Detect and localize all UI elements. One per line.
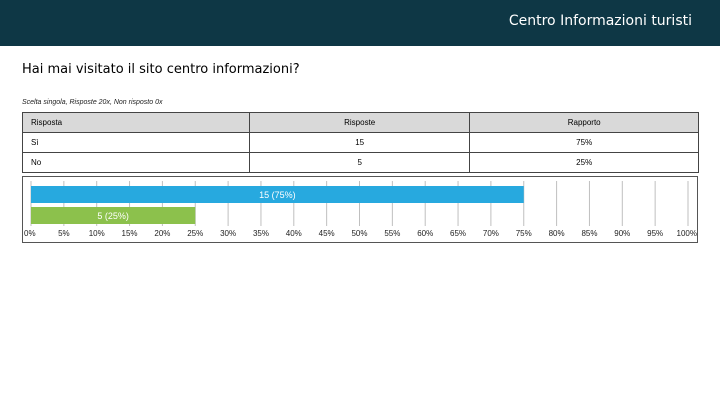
- x-tick-label: 80%: [549, 229, 565, 238]
- cell-answer: No: [22, 152, 250, 173]
- header-rapporto: Rapporto: [469, 112, 699, 133]
- x-tick-label: 10%: [89, 229, 105, 238]
- x-tick-label: 65%: [450, 229, 466, 238]
- x-tick-label: 85%: [581, 229, 597, 238]
- x-tick-label: 15%: [122, 229, 138, 238]
- cell-answer: Sì: [22, 132, 250, 153]
- x-tick-label: 60%: [417, 229, 433, 238]
- cell-ratio: 25%: [469, 152, 699, 173]
- cell-ratio: 75%: [469, 132, 699, 153]
- bar-data-label: 15 (75%): [259, 190, 296, 200]
- bar: [31, 207, 196, 224]
- bar-data-label: 5 (25%): [97, 211, 129, 221]
- header-bar: Centro Informazioni turisti: [0, 0, 720, 46]
- x-tick-label: 100%: [677, 229, 697, 238]
- question-meta: Scelta singola, Risposte 20x, Non rispos…: [22, 99, 163, 106]
- header-risposta: Risposta: [22, 112, 250, 133]
- x-tick-label: 25%: [187, 229, 203, 238]
- x-tick-label: 90%: [614, 229, 630, 238]
- x-tick-label: 50%: [351, 229, 367, 238]
- x-tick-label: 95%: [647, 229, 663, 238]
- table-row: Sì 15 75%: [22, 132, 699, 153]
- cell-count: 15: [248, 132, 471, 153]
- cell-count: 5: [248, 152, 471, 173]
- question-title: Hai mai visitato il sito centro informaz…: [22, 62, 300, 77]
- x-tick-label: 0%: [24, 229, 36, 238]
- x-tick-label: 40%: [286, 229, 302, 238]
- header-risposte: Risposte: [248, 112, 471, 133]
- x-tick-label: 70%: [483, 229, 499, 238]
- x-tick-label: 75%: [516, 229, 532, 238]
- responses-table: Risposta Risposte Rapporto Sì 15 75% No …: [22, 112, 699, 173]
- table-row: No 5 25%: [22, 152, 699, 173]
- x-tick-label: 55%: [384, 229, 400, 238]
- x-tick-label: 30%: [220, 229, 236, 238]
- header-title: Centro Informazioni turisti: [508, 13, 692, 29]
- x-tick-label: 45%: [319, 229, 335, 238]
- bar-chart-svg: 15 (75%) 5 (25%) 0% 5% 10% 15% 20% 25% 30% 35% 40%…: [24, 181, 697, 238]
- x-tick-label: 5%: [58, 229, 70, 238]
- table-header-row: Risposta Risposte Rapporto: [22, 112, 699, 133]
- bar-chart: 15 (75%) 5 (25%) 0% 5% 10% 15% 20% 25% 30% 35% 40%…: [22, 176, 698, 243]
- x-tick-label: 20%: [154, 229, 170, 238]
- bar: [31, 186, 524, 203]
- x-tick-label: 35%: [253, 229, 269, 238]
